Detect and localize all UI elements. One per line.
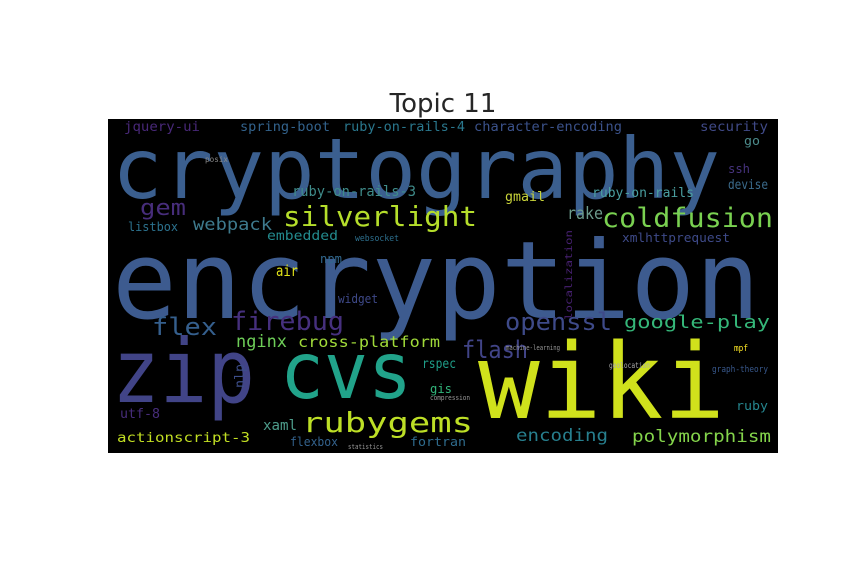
word: nlp xyxy=(233,364,248,388)
word: mpf xyxy=(734,344,748,354)
word: cryptography xyxy=(112,120,720,218)
word: posix xyxy=(205,155,228,164)
word: ssh xyxy=(728,162,750,176)
word: gem xyxy=(140,196,186,221)
word: ruby xyxy=(736,399,768,413)
word: graph-theory xyxy=(712,365,768,375)
word: flexbox xyxy=(290,435,338,449)
word: spring-boot xyxy=(240,120,330,135)
word: compression xyxy=(430,394,470,402)
word: listbox xyxy=(128,220,178,234)
word: jquery-ui xyxy=(124,120,200,135)
word: rspec xyxy=(422,357,456,372)
word: widget xyxy=(338,292,378,306)
word: ruby-on-rails-4 xyxy=(343,120,465,135)
word: ruby-on-rails-3 xyxy=(292,184,416,200)
word: flex xyxy=(152,313,217,341)
word: nginx xyxy=(236,332,287,352)
word: polymorphism xyxy=(632,427,771,447)
word: wiki xyxy=(478,321,725,443)
word: cvs xyxy=(280,327,412,417)
cloud-background xyxy=(108,119,778,453)
word: go xyxy=(744,134,760,148)
word: encoding xyxy=(516,426,608,446)
word: gis xyxy=(430,382,452,396)
word: actionscript-3 xyxy=(117,431,250,446)
word: silverlight xyxy=(283,200,477,233)
word: webpack xyxy=(193,215,272,235)
word: security xyxy=(700,120,768,135)
word: cross-platform xyxy=(298,333,440,351)
word: encryption xyxy=(112,219,760,344)
word: machine-learning xyxy=(506,344,560,352)
word: utf-8 xyxy=(120,407,160,422)
word: zip xyxy=(112,320,255,423)
word: xaml xyxy=(263,418,297,434)
word: firebug xyxy=(231,307,344,337)
word: rubygems xyxy=(302,406,473,439)
word: websocket xyxy=(355,234,399,244)
word: flash xyxy=(462,336,528,364)
chart-title: Topic 11 xyxy=(389,89,497,119)
word: rake xyxy=(567,204,603,224)
word: devise xyxy=(728,178,768,193)
word: air xyxy=(276,262,298,280)
word: localization xyxy=(564,230,575,320)
word: npm xyxy=(320,252,342,266)
word: xmlhttprequest xyxy=(622,231,730,245)
word: ruby-on-rails xyxy=(592,186,694,201)
word: openssl xyxy=(505,308,612,336)
word: embedded xyxy=(267,229,338,244)
word: fortran xyxy=(410,435,466,449)
word: statistics xyxy=(348,443,383,451)
word: google-play xyxy=(624,312,770,333)
word: character-encoding xyxy=(474,120,622,135)
word: geolocation xyxy=(609,361,650,370)
word: coldfusion xyxy=(602,203,773,234)
word: gmail xyxy=(505,190,545,205)
